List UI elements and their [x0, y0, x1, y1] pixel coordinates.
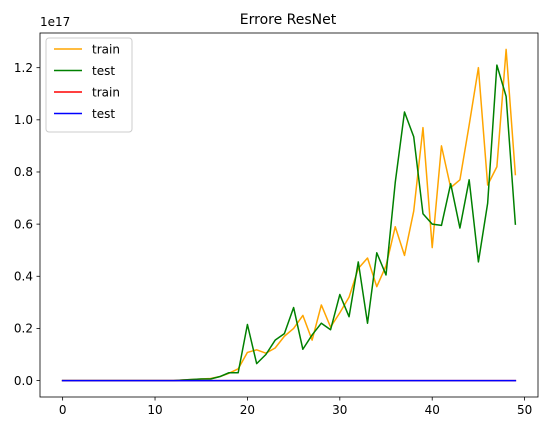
x-tick-label: 20 [240, 403, 255, 417]
chart-title: Errore ResNet [240, 12, 337, 28]
axes-layer: 0 10 20 30 40 50 0.0 0.2 0.4 0.6 0.8 1.0 1.2 [14, 32, 539, 417]
y-tick-label: 0.4 [14, 269, 33, 283]
legend-label-1: train [92, 43, 120, 57]
x-tick-label: 10 [147, 403, 162, 417]
axes-frame [39, 32, 539, 398]
y-tick-label: 0.6 [14, 217, 33, 231]
y-tick-label: 0.2 [14, 322, 33, 336]
y-axis-offset-text: 1e17 [40, 15, 70, 29]
x-tick-label: 30 [332, 403, 347, 417]
y-tick-label: 0.0 [14, 374, 33, 388]
x-tick-label: 40 [425, 403, 440, 417]
y-tick-label: 1.0 [14, 113, 33, 127]
y-tick-label: 1.2 [14, 61, 33, 75]
series-layer [61, 48, 517, 382]
x-tick-label: 0 [59, 403, 67, 417]
legend-label-4: test [92, 107, 115, 121]
y-tick-label: 0.8 [14, 165, 33, 179]
legend-label-2: test [92, 64, 115, 78]
legend-label-3: train [92, 86, 120, 100]
legend: train test train test [45, 37, 133, 133]
legend-box [45, 37, 133, 133]
x-tick-label: 50 [517, 403, 532, 417]
